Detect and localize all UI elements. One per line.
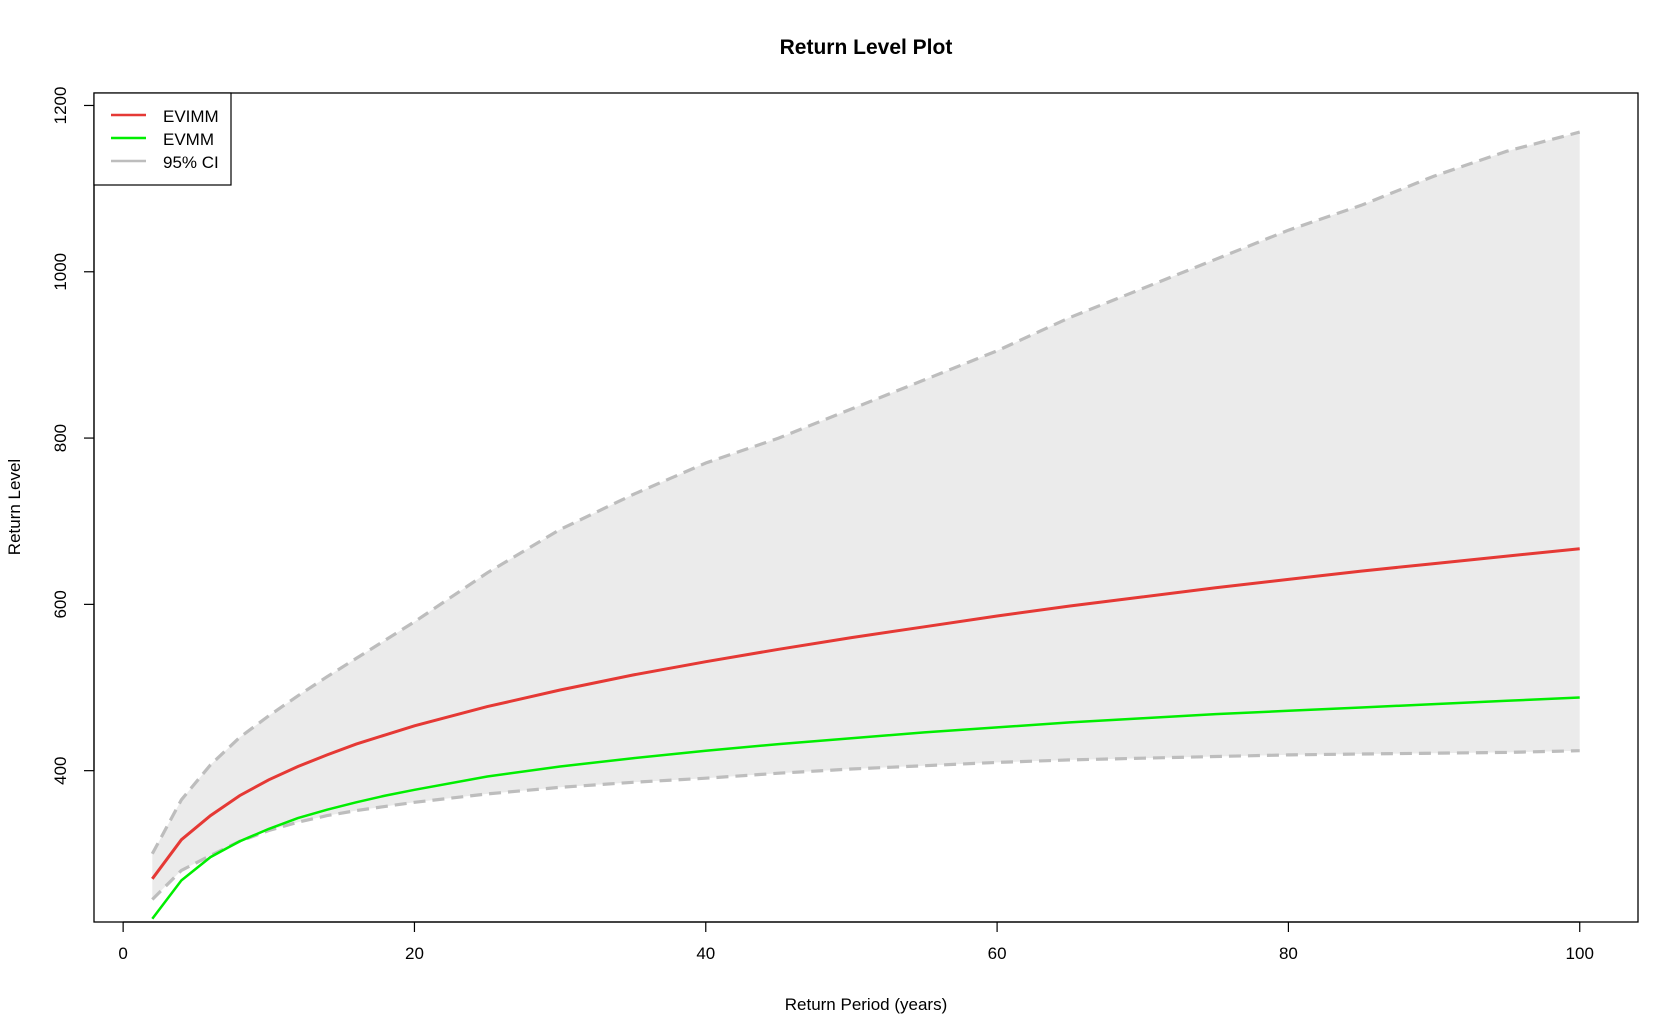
chart-title: Return Level Plot [780,36,953,59]
legend: EVIMM EVMM 95% CI [93,92,232,186]
ci-band [152,132,1580,900]
legend-label-evimm: EVIMM [163,107,219,126]
ci-upper-line [150,130,1581,855]
y-tick-label: 1200 [51,87,70,125]
x-axis-label: Return Period (years) [785,995,948,1014]
x-tick-label: 60 [988,944,1007,963]
legend-label-ci: 95% CI [163,153,219,172]
ci-band-layer [152,132,1580,900]
y-tick-label: 1000 [51,253,70,291]
y-tick-label: 800 [51,424,70,452]
ci-lower-line [151,749,1580,901]
x-tick-label: 40 [696,944,715,963]
legend-label-evmm: EVMM [163,130,214,149]
y-axis-label: Return Level [5,459,24,555]
series-line-evimm [151,547,1580,880]
x-axis: 0 20 40 60 80 100 [118,921,1594,963]
series-line-evmm [151,696,1580,920]
y-axis: 400 600 800 1000 1200 [51,87,95,785]
ci-lines-layer [150,130,1581,901]
x-tick-label: 80 [1279,944,1298,963]
x-tick-label: 0 [118,944,127,963]
x-tick-label: 20 [405,944,424,963]
legend-box [93,92,232,186]
y-tick-label: 600 [51,590,70,618]
series-lines-layer [151,547,1580,920]
x-tick-label: 100 [1566,944,1594,963]
y-tick-label: 400 [51,756,70,784]
